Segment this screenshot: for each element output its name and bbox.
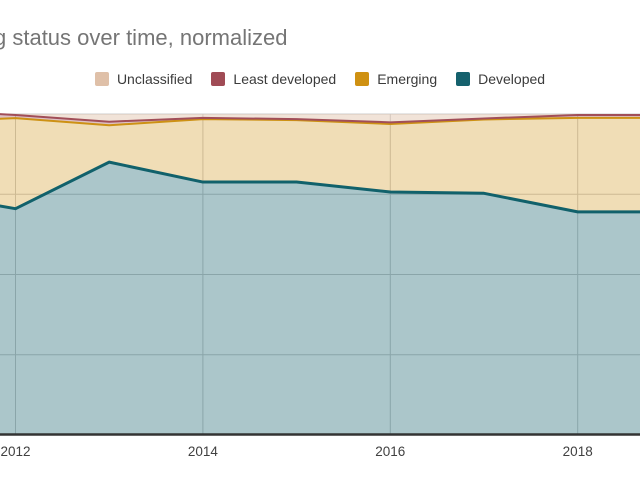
series-line-least-developed [0,113,640,124]
legend-item-developed[interactable]: Developed [456,71,545,87]
area-band-developed [0,162,640,435]
legend: Unclassified Least developed Emerging De… [0,71,640,87]
emerging-swatch-icon [355,72,370,86]
area-band-emerging [0,117,640,212]
area-band-unclassified [0,114,640,123]
series-line-developed [0,160,640,214]
x-tick-label: 2016 [375,444,405,459]
least-developed-swatch-icon [211,72,226,86]
page-title: g status over time, normalized [0,25,288,50]
legend-item-label: Least developed [233,71,337,87]
legend-item-emerging[interactable]: Emerging [355,71,437,87]
legend-item-label: Emerging [377,71,438,87]
legend-item-unclassified[interactable]: Unclassified [94,71,193,87]
x-tick-label: 2014 [188,444,219,459]
legend-item-label: Developed [478,71,546,87]
x-tick-label: 2012 [0,444,30,459]
x-tick-label: 2018 [563,444,593,459]
developed-swatch-icon [456,72,471,86]
unclassified-swatch-icon [94,72,109,86]
legend-item-label: Unclassified [116,71,193,87]
legend-item-least-developed[interactable]: Least developed [211,71,336,87]
